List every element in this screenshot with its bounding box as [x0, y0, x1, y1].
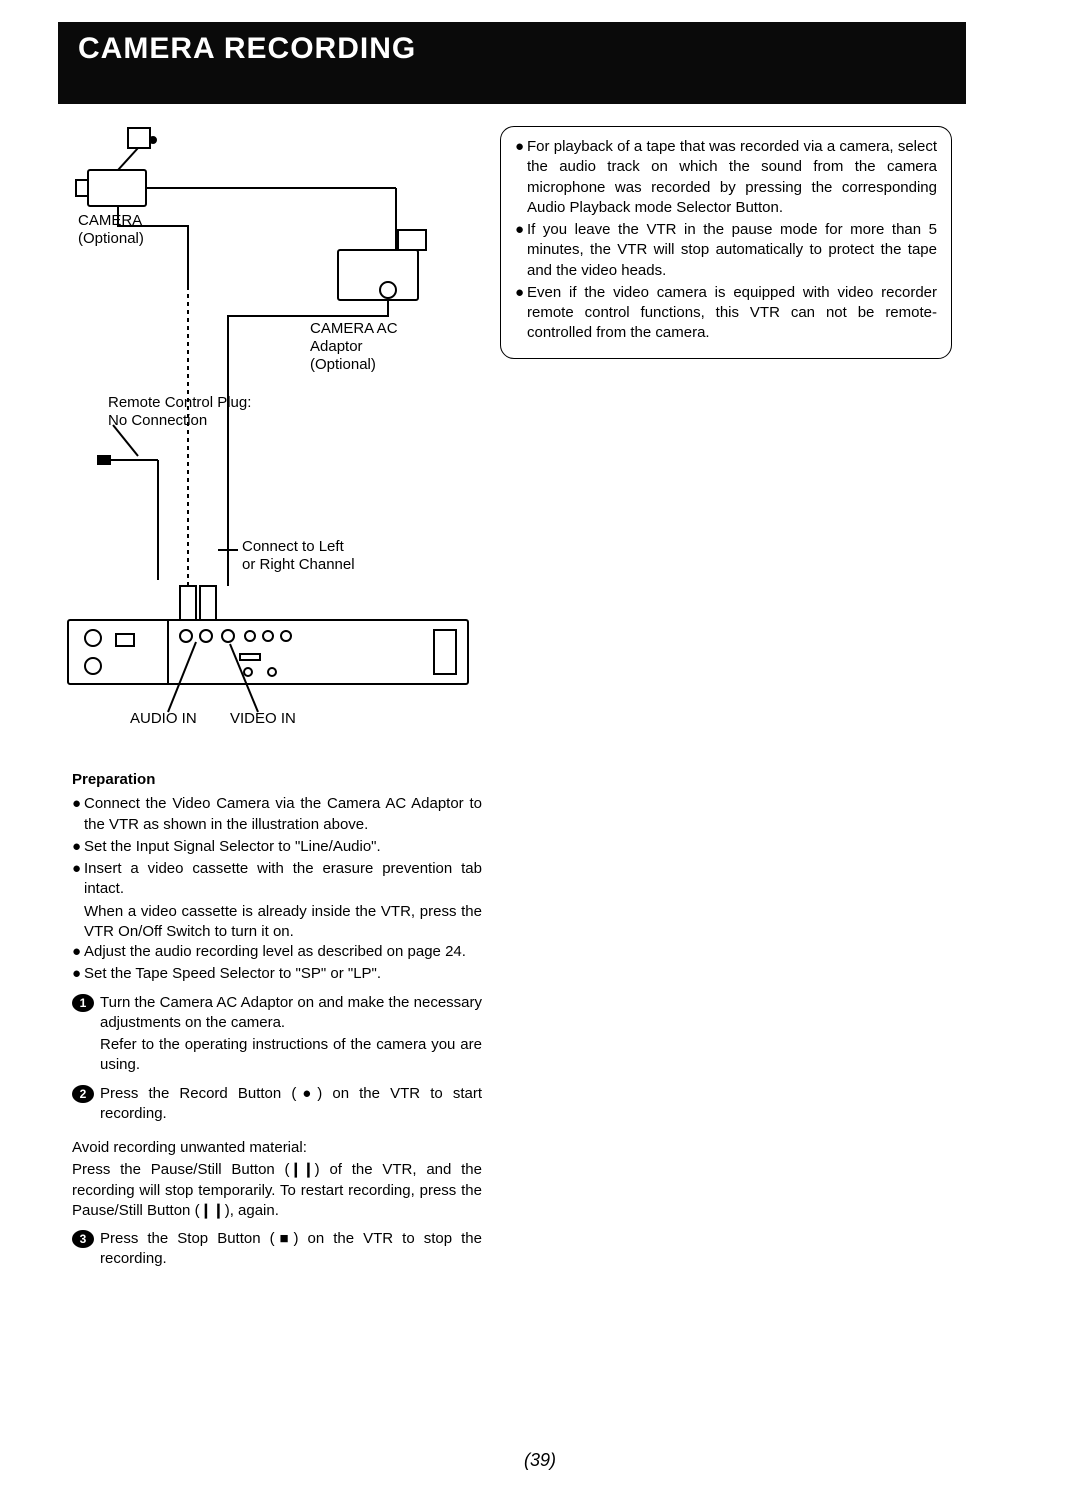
bullet-icon: ● [72, 859, 84, 900]
note-3-text: Even if the video camera is equipped wit… [527, 283, 937, 344]
bullet-icon: ● [72, 794, 84, 835]
bullet-icon: ● [72, 837, 84, 857]
bullet-icon: ● [515, 220, 527, 281]
avoid-body: Press the Pause/Still Button (❙❙) of the… [72, 1160, 482, 1221]
step-1-text: Turn the Camera AC Adaptor on and make t… [100, 993, 482, 1034]
audio-in-label: AUDIO IN [130, 710, 197, 728]
camera-label: CAMERA [78, 212, 142, 230]
prep-text-4: Adjust the audio recording level as desc… [84, 942, 482, 962]
note-3: ● Even if the video camera is equipped w… [515, 283, 937, 344]
prep-text-2: Set the Input Signal Selector to "Line/A… [84, 837, 482, 857]
step-3-text: Press the Stop Button (■) on the VTR to … [100, 1229, 482, 1270]
note-1-text: For playback of a tape that was recorded… [527, 137, 937, 218]
step-2-text: Press the Record Button (●) on the VTR t… [100, 1084, 482, 1125]
adaptor-label: CAMERA AC [310, 320, 398, 338]
instructions-column: Preparation ● Connect the Video Camera v… [72, 770, 482, 1272]
adaptor-sub2: (Optional) [310, 356, 376, 374]
header-band: CAMERA RECORDING [58, 22, 966, 104]
note-2-text: If you leave the VTR in the pause mode f… [527, 220, 937, 281]
prep-bullet-4: ● Adjust the audio recording level as de… [72, 942, 482, 962]
step-number-2: 2 [72, 1085, 94, 1103]
prep-text-5: Set the Tape Speed Selector to "SP" or "… [84, 964, 482, 984]
bullet-icon: ● [515, 283, 527, 344]
prep-bullet-3: ● Insert a video cassette with the erasu… [72, 859, 482, 900]
step-number-1: 1 [72, 994, 94, 1012]
connection-diagram: CAMERA (Optional) CAMERA AC Adaptor (Opt… [58, 120, 478, 730]
connect-label-2: or Right Channel [242, 556, 355, 574]
step-number-3: 3 [72, 1230, 94, 1248]
prep-bullet-2: ● Set the Input Signal Selector to "Line… [72, 837, 482, 857]
step-1-cont: Refer to the operating instructions of t… [100, 1035, 482, 1076]
adaptor-sub1: Adaptor [310, 338, 363, 356]
page-title: CAMERA RECORDING [78, 32, 966, 66]
preparation-heading: Preparation [72, 770, 482, 790]
camera-optional-label: (Optional) [78, 230, 144, 248]
connect-label-1: Connect to Left [242, 538, 344, 556]
step-1: 1 Turn the Camera AC Adaptor on and make… [72, 993, 482, 1034]
bullet-icon: ● [72, 964, 84, 984]
note-2: ● If you leave the VTR in the pause mode… [515, 220, 937, 281]
prep-text-3-cont: When a video cassette is already inside … [84, 902, 482, 943]
page-number: (39) [0, 1450, 1080, 1471]
remote-label-2: No Connection [108, 412, 207, 430]
step-3: 3 Press the Stop Button (■) on the VTR t… [72, 1229, 482, 1270]
avoid-heading: Avoid recording unwanted material: [72, 1138, 482, 1158]
bullet-icon: ● [515, 137, 527, 218]
note-1: ● For playback of a tape that was record… [515, 137, 937, 218]
prep-text-3: Insert a video cassette with the erasure… [84, 859, 482, 900]
prep-text-1: Connect the Video Camera via the Camera … [84, 794, 482, 835]
prep-bullet-1: ● Connect the Video Camera via the Camer… [72, 794, 482, 835]
video-in-label: VIDEO IN [230, 710, 296, 728]
step-2: 2 Press the Record Button (●) on the VTR… [72, 1084, 482, 1125]
remote-label-1: Remote Control Plug: [108, 394, 251, 412]
prep-bullet-5: ● Set the Tape Speed Selector to "SP" or… [72, 964, 482, 984]
notes-box: ● For playback of a tape that was record… [500, 126, 952, 359]
bullet-icon: ● [72, 942, 84, 962]
